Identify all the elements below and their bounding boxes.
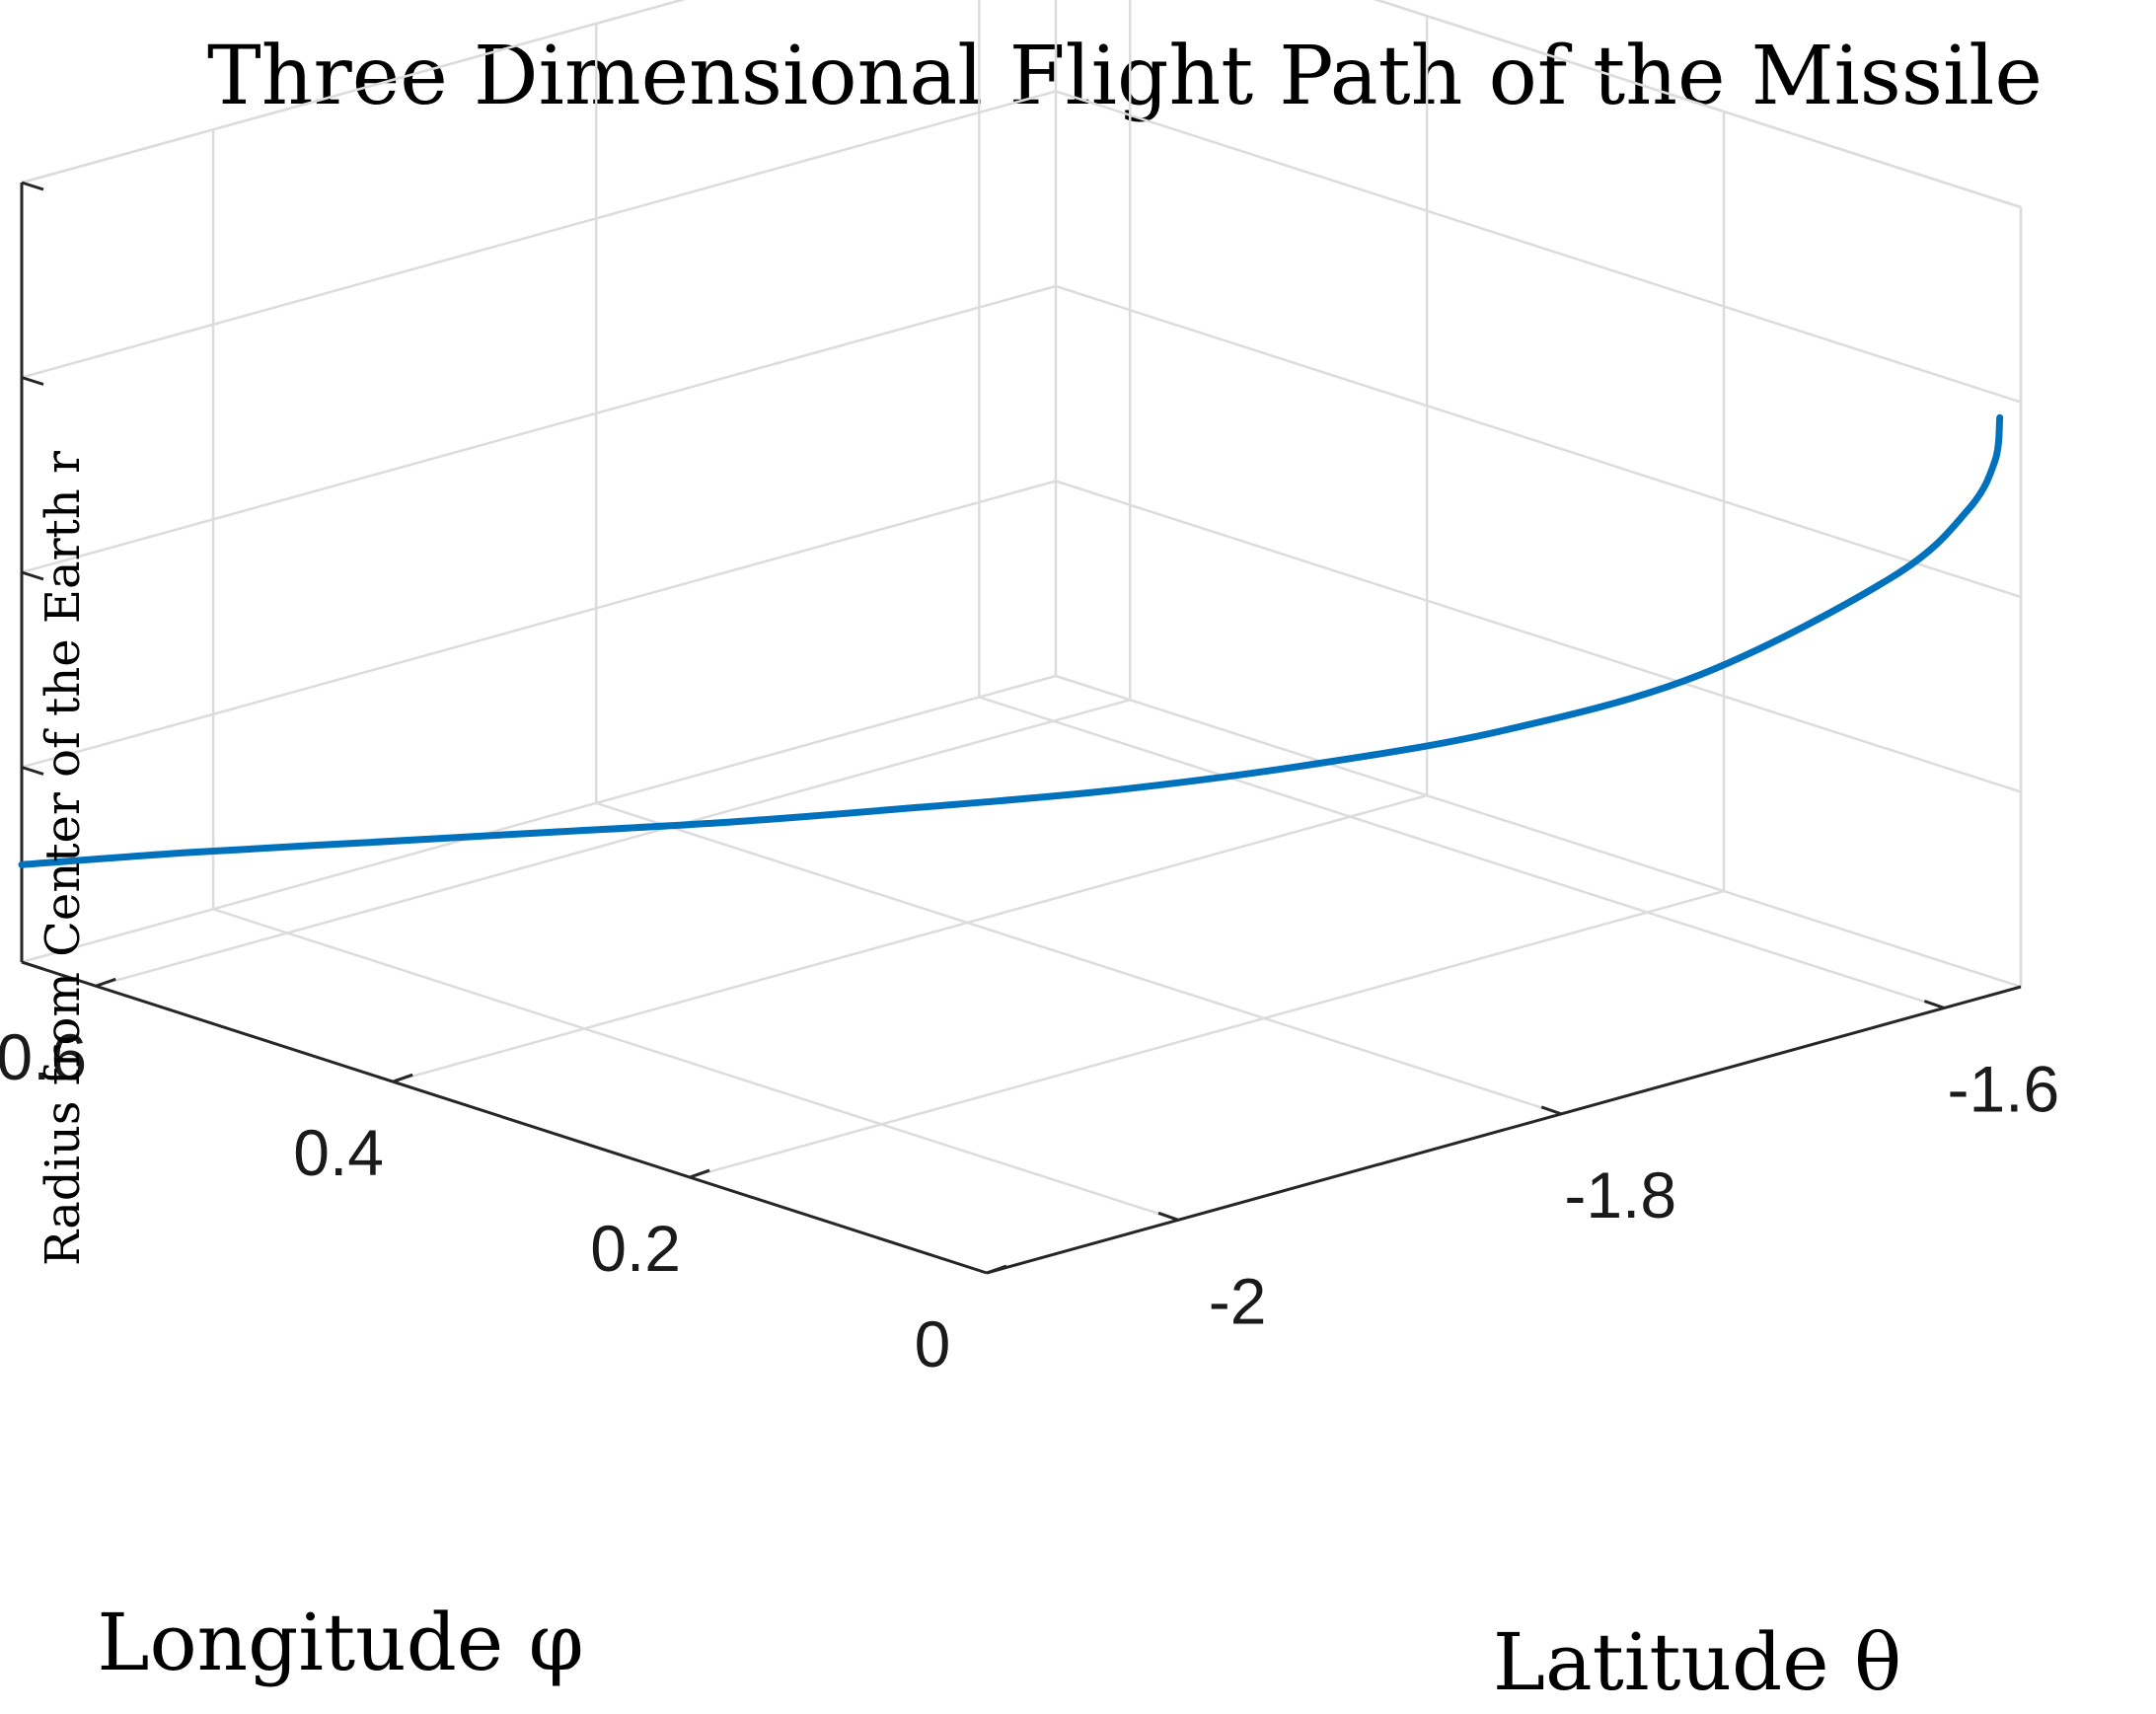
y-tick-label: 0.4 (293, 1116, 384, 1189)
x-tick-mark (1923, 1000, 1945, 1009)
x-axis-label: Latitude θ (1493, 1616, 1901, 1708)
y-tick-mark (392, 1073, 413, 1083)
back-wall-grid-horizontal (21, 674, 1057, 964)
y-tick-label: 0.2 (590, 1212, 681, 1285)
axes (20, 181, 2022, 1275)
side-wall-grid-horizontal (1055, 284, 2022, 599)
tick-labels: -2-1.8-1.600.20.40.602468 (0, 1020, 2060, 1380)
back-wall-grid-horizontal (21, 284, 1057, 574)
chart-title: Three Dimensional Flight Path of the Mis… (207, 30, 2043, 123)
z-tick-mark (21, 181, 44, 191)
floor-grid-line-y (392, 793, 1428, 1083)
y-axis-line (21, 960, 988, 1275)
y-tick-mark (986, 1264, 1007, 1275)
x-axis-line (986, 985, 2022, 1275)
grid-lines (20, 0, 2023, 1275)
floor-grid-line-x (212, 908, 1179, 1222)
floor-grid-line-y (689, 889, 1725, 1179)
back-wall-grid-horizontal (21, 90, 1057, 379)
x-tick-label: -2 (1209, 1264, 1267, 1337)
z-axis-label: Radius from Center of the Earth r (36, 451, 91, 1266)
x-tick-mark (1540, 1105, 1562, 1116)
box-edge (21, 0, 687, 185)
floor-grid-line-x (595, 801, 1562, 1116)
y-tick-label: 0.6 (0, 1020, 87, 1093)
side-wall-grid-horizontal (1055, 90, 2022, 404)
z-tick-mark (21, 570, 44, 581)
x-tick-label: -1.8 (1564, 1158, 1676, 1231)
y-tick-mark (689, 1168, 710, 1179)
x-tick-mark (1157, 1211, 1179, 1222)
floor-grid-line-x (978, 696, 1945, 1009)
z-tick-mark (21, 766, 44, 776)
data-series (18, 413, 2004, 868)
side-wall-grid-horizontal (1055, 480, 2022, 793)
side-wall-grid-horizontal (1055, 674, 2022, 989)
x-tick-label: -1.6 (1948, 1052, 2060, 1125)
box-edge (1373, 0, 2022, 209)
z-tick-mark (21, 376, 44, 386)
y-tick-mark (95, 977, 116, 988)
y-tick-label: 0 (915, 1307, 951, 1380)
y-axis-label: Longitude φ (97, 1597, 583, 1688)
back-wall-grid-horizontal (21, 480, 1057, 769)
flight-path-line (18, 413, 2004, 868)
floor-grid-line-y (95, 699, 1131, 988)
z-tick-mark (21, 960, 44, 971)
